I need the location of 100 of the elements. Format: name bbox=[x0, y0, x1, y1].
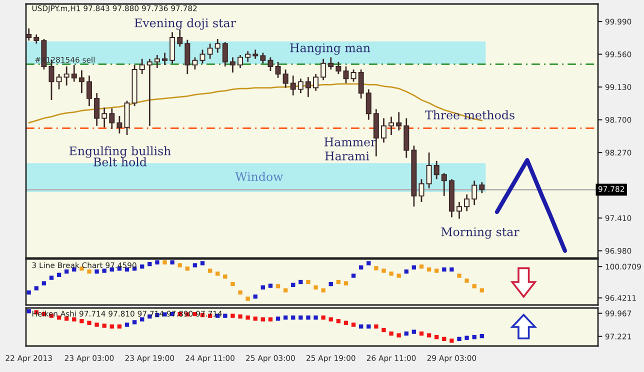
candlestick bbox=[336, 61, 342, 75]
point bbox=[374, 324, 378, 329]
candlestick bbox=[245, 50, 251, 63]
point bbox=[148, 262, 152, 266]
point bbox=[351, 322, 356, 327]
point bbox=[382, 268, 386, 273]
annotation: Belt hold bbox=[94, 157, 147, 166]
candlestick bbox=[260, 52, 266, 64]
point bbox=[291, 282, 296, 287]
point bbox=[208, 268, 212, 273]
point bbox=[170, 260, 174, 264]
point bbox=[457, 274, 462, 278]
point bbox=[140, 317, 144, 322]
candlestick bbox=[238, 54, 244, 69]
candlestick bbox=[192, 56, 198, 70]
point bbox=[396, 333, 401, 338]
point bbox=[472, 284, 476, 288]
candlestick bbox=[426, 152, 432, 190]
point bbox=[426, 333, 432, 338]
band-label: Window bbox=[235, 172, 284, 182]
point bbox=[480, 288, 484, 292]
candlestick bbox=[313, 73, 319, 92]
point bbox=[253, 294, 258, 299]
point bbox=[366, 324, 371, 329]
point bbox=[276, 316, 280, 321]
point bbox=[480, 334, 484, 338]
point bbox=[26, 309, 31, 314]
candlestick bbox=[116, 115, 122, 134]
candlestick bbox=[214, 38, 220, 54]
point bbox=[230, 314, 235, 318]
point bbox=[359, 265, 364, 270]
point bbox=[321, 288, 326, 292]
point bbox=[389, 272, 394, 276]
point bbox=[419, 331, 424, 336]
candlestick bbox=[328, 56, 334, 70]
point bbox=[321, 316, 326, 320]
point bbox=[124, 322, 130, 327]
candlestick bbox=[464, 194, 470, 212]
candlestick bbox=[34, 34, 40, 44]
candlestick bbox=[94, 92, 100, 127]
candlestick bbox=[109, 108, 115, 130]
candlestick bbox=[222, 41, 228, 68]
candlestick bbox=[146, 58, 152, 127]
candlestick bbox=[298, 78, 304, 94]
point bbox=[351, 274, 356, 278]
point bbox=[442, 336, 446, 342]
point bbox=[291, 316, 296, 320]
candlestick bbox=[434, 160, 440, 180]
candlestick bbox=[26, 28, 32, 42]
point bbox=[140, 264, 144, 269]
point bbox=[450, 267, 454, 272]
point bbox=[457, 336, 462, 342]
candlestick bbox=[64, 66, 70, 86]
annotation: Hanging man bbox=[290, 43, 370, 55]
point bbox=[412, 265, 416, 270]
candlestick bbox=[305, 76, 311, 98]
point bbox=[306, 316, 310, 320]
point bbox=[72, 317, 76, 322]
candlestick bbox=[456, 201, 462, 220]
candlestick bbox=[396, 111, 402, 132]
candlestick bbox=[162, 52, 168, 66]
point bbox=[117, 324, 122, 329]
point bbox=[404, 331, 408, 336]
point bbox=[192, 263, 198, 268]
point bbox=[216, 272, 220, 276]
point bbox=[56, 272, 62, 277]
candlestick bbox=[71, 64, 77, 82]
point bbox=[223, 274, 228, 279]
point bbox=[42, 281, 46, 286]
point bbox=[246, 296, 250, 301]
point bbox=[426, 267, 432, 272]
candlestick bbox=[56, 73, 62, 90]
point bbox=[298, 280, 303, 284]
point bbox=[283, 316, 288, 320]
point bbox=[396, 274, 401, 278]
annotation: Harami bbox=[325, 152, 370, 160]
point bbox=[260, 317, 265, 322]
point bbox=[276, 284, 280, 288]
candlestick bbox=[290, 74, 296, 96]
point bbox=[374, 266, 378, 270]
candlestick bbox=[252, 49, 258, 60]
point bbox=[253, 316, 258, 321]
point bbox=[283, 288, 288, 292]
candlestick bbox=[320, 58, 326, 81]
candlestick bbox=[207, 42, 213, 60]
point bbox=[298, 316, 303, 320]
point bbox=[94, 269, 99, 274]
point bbox=[464, 278, 469, 283]
candlestick bbox=[343, 66, 349, 84]
point bbox=[87, 269, 92, 274]
candlestick bbox=[441, 172, 447, 197]
point bbox=[464, 336, 469, 340]
annotation: Evening doji star bbox=[134, 18, 236, 30]
candlestick bbox=[78, 70, 84, 94]
annotation: Three methods bbox=[425, 110, 514, 120]
point bbox=[155, 260, 160, 264]
point bbox=[238, 314, 242, 319]
candlestick bbox=[268, 56, 274, 72]
point bbox=[382, 328, 386, 332]
point bbox=[34, 286, 38, 290]
